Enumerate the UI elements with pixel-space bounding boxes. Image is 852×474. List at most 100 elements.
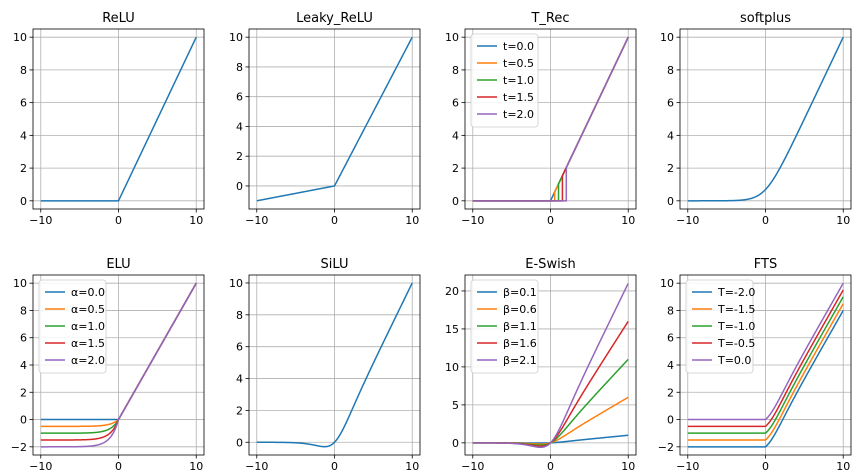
y-tick-label: 10 [660,31,674,44]
series-line-2-1 [472,283,629,449]
legend-label-1-1: β=1.1 [503,320,537,333]
y-tick-label: 10 [445,361,459,374]
series-group [472,36,629,202]
series-line-leaky-relu [256,36,413,202]
y-tick-label: 2 [667,162,674,175]
x-tick-label: 10 [189,214,203,227]
legend-label-t-1-0: t=1.0 [503,74,534,87]
y-tick-label: 10 [13,31,27,44]
panel-e-swish: −10 0 1005101520E-Swishβ=0.1β=0.6β=1.1β=1.… [445,257,637,473]
y-tick-label: 0 [236,436,243,449]
series-line-t-2-0 [687,310,844,448]
x-tick-label: −10 [29,214,52,227]
panel-title: softplus [740,11,791,26]
y-tick-label: 6 [236,341,243,354]
series-line-softplus [687,36,844,202]
y-tick-label: −2 [658,441,674,454]
y-tick-label: 8 [452,64,459,77]
legend-label-2-0: α=2.0 [71,354,105,367]
legend-box [470,279,539,374]
series-line-t-1-0 [687,296,844,434]
y-tick-label: 0 [667,195,674,208]
x-tick-label: −10 [676,460,699,473]
series-line-t-0-0 [687,282,844,421]
legend-label-t-2-0: t=2.0 [503,108,534,121]
y-tick-label: 2 [20,386,27,399]
y-tick-label: 6 [667,332,674,345]
x-tick-label: 0 [547,214,554,227]
x-tick-label: 0 [331,214,338,227]
y-tick-label: 6 [667,97,674,110]
series-group [687,282,844,448]
x-tick-label: 0 [115,214,122,227]
legend-label-t-1-5: T=-1.5 [717,303,755,316]
panel-fts: −10 0 10 −2 0 2 4 6 8 10 FTS T=-2.0 T=-1.5 T=-1.0 T=-0… [658,257,852,473]
y-tick-label: 8 [20,64,27,77]
y-tick-label: 8 [667,64,674,77]
panel-title: ReLU [102,11,135,26]
x-tick-label: 10 [621,214,635,227]
legend-label-t-0-0: T=0.0 [717,354,751,367]
legend-label-0-0: α=0.0 [71,286,105,299]
x-tick-label: −10 [461,214,484,227]
series-group [256,36,413,202]
legend: t=0.0 t=0.5 t=1.0 t=1.5 t=2.0 [470,33,539,128]
x-tick-label: −10 [245,214,268,227]
y-tick-label: 4 [667,129,674,142]
series-group [472,283,629,449]
x-tick-label: 0 [331,460,338,473]
y-tick-label: 2 [236,150,243,163]
y-tick-label: 8 [20,304,27,317]
series-line-t-1-5 [687,303,844,441]
x-tick-label: 0 [115,460,122,473]
x-tick-label: 0 [547,460,554,473]
x-tick-label: 0 [762,214,769,227]
legend-label-0-1: β=0.1 [503,286,537,299]
x-tick-label: −10 [461,460,484,473]
x-tick-label: 0 [762,460,769,473]
panel-title: Leaky_ReLU [296,11,373,26]
y-tick-label: 8 [236,309,243,322]
series-line-silu [256,282,413,448]
series-line-t-0-5 [687,289,844,428]
x-tick-label: −10 [676,214,699,227]
legend-box [685,279,754,374]
y-tick-label: 6 [236,91,243,104]
legend-label-t-2-0: T=-2.0 [717,286,755,299]
series-line-relu [40,36,197,202]
legend-label-0-5: α=0.5 [71,303,105,316]
y-tick-label: 4 [452,129,459,142]
x-tick-label: 10 [836,214,850,227]
y-tick-label: −2 [11,441,27,454]
panel-t-rec: −10 0 100246810T_Rect=0.0t=0.5t=1.0t=1.5t=… [445,11,637,227]
legend-label-t-0-5: T=-0.5 [717,337,755,350]
y-tick-label: 10 [13,277,27,290]
legend-label-1-0: α=1.0 [71,320,105,333]
y-tick-label: 4 [667,359,674,372]
y-tick-label: 2 [452,162,459,175]
y-tick-label: 2 [667,386,674,399]
legend-label-1-5: α=1.5 [71,337,105,350]
panel-title: E-Swish [525,257,575,272]
legend-label-1-6: β=1.6 [503,337,537,350]
x-tick-label: 10 [405,460,419,473]
x-tick-label: −10 [29,460,52,473]
y-tick-label: 4 [20,129,27,142]
series-group [256,282,413,448]
y-tick-label: 0 [20,195,27,208]
x-tick-label: 10 [836,460,850,473]
legend: β=0.1 β=0.6 β=1.1 β=1.6 β=2.1 [470,279,539,374]
legend-box [470,33,539,128]
panel-title: SiLU [321,257,349,272]
y-tick-label: 4 [236,120,243,133]
y-tick-label: 15 [445,323,459,336]
legend-label-0-6: β=0.6 [503,303,537,316]
x-tick-label: 10 [621,460,635,473]
x-tick-label: 10 [405,214,419,227]
y-tick-label: 6 [452,97,459,110]
y-tick-label: 10 [229,31,243,44]
